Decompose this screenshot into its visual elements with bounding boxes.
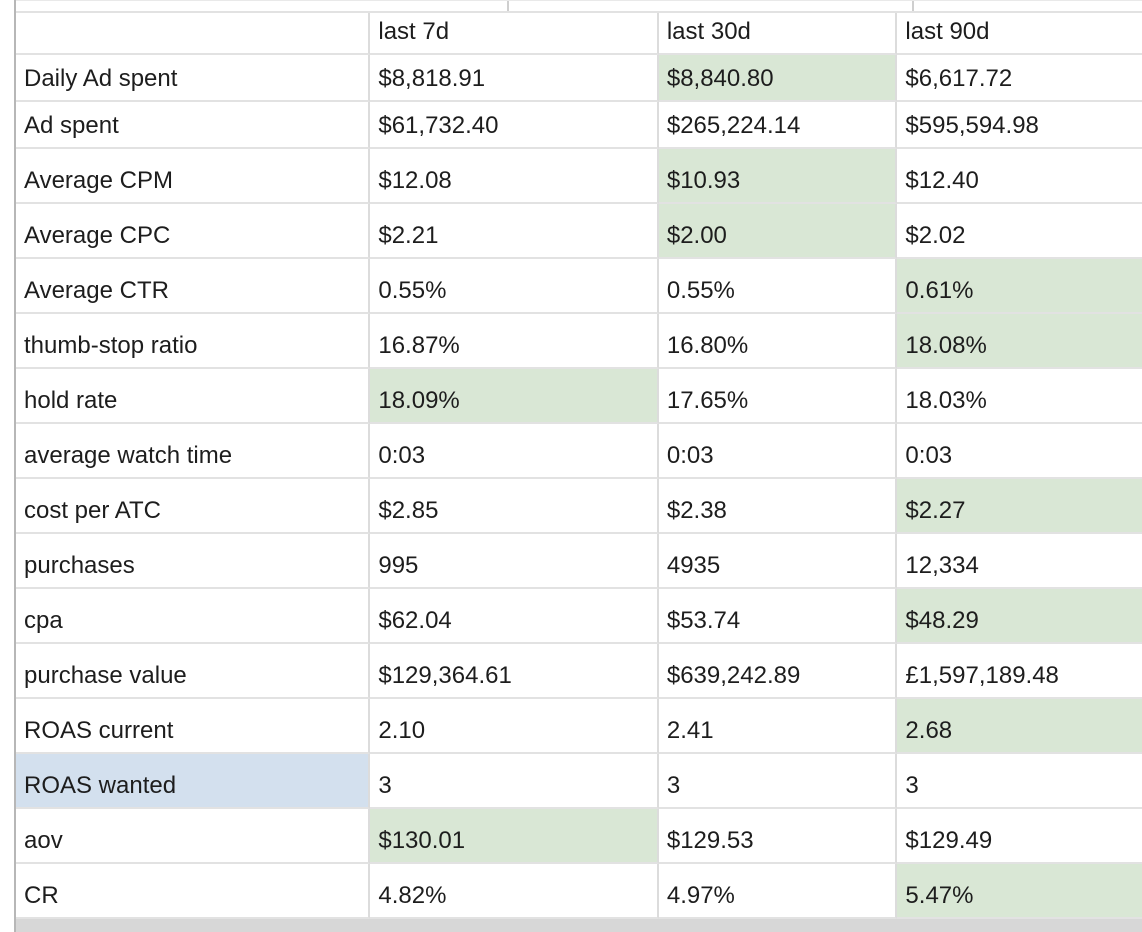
table-row: purchase value $129,364.61 $639,242.89 £1,5… [16, 644, 1142, 699]
metrics-table: last 7d last 30d last 90d Daily Ad spent… [14, 0, 1142, 932]
value-cell[interactable]: £1,597,189.48 [897, 644, 1142, 699]
header-cell-last-90d[interactable]: last 90d [897, 13, 1142, 55]
value-cell[interactable]: $129.53 [658, 809, 898, 864]
table-row: Daily Ad spent $8,818.91 $8,840.80 $6,617.7… [16, 55, 1142, 102]
value-cell[interactable]: $53.74 [658, 589, 898, 644]
value-cell[interactable]: 0.55% [658, 259, 898, 314]
row-label-cell[interactable]: cost per ATC [16, 479, 371, 534]
row-label-cell[interactable]: Average CPM [16, 149, 371, 204]
value-cell[interactable]: 18.08% [897, 314, 1142, 369]
row-label-cell[interactable]: average watch time [16, 424, 371, 479]
value-cell[interactable]: 3 [370, 754, 659, 809]
row-label-cell[interactable]: hold rate [16, 369, 371, 424]
row-label-cell[interactable]: aov [16, 809, 371, 864]
value-cell[interactable]: $2.02 [897, 204, 1142, 259]
row-label-cell[interactable]: cpa [16, 589, 371, 644]
footer-strip [16, 919, 1142, 932]
value-cell[interactable]: 18.09% [370, 369, 659, 424]
row-label-cell[interactable]: Average CTR [16, 259, 371, 314]
value-cell[interactable]: 4935 [658, 534, 898, 589]
value-cell[interactable]: $129.49 [897, 809, 1142, 864]
value-cell[interactable]: $639,242.89 [658, 644, 898, 699]
value-cell[interactable]: $129,364.61 [370, 644, 659, 699]
value-cell[interactable]: $2.21 [370, 204, 659, 259]
value-cell[interactable]: $2.00 [658, 204, 898, 259]
value-cell[interactable]: 4.82% [370, 864, 659, 919]
table-row: Average CPM $12.08 $10.93 $12.40 [16, 149, 1142, 204]
value-cell[interactable]: 0:03 [658, 424, 898, 479]
value-cell[interactable]: $61,732.40 [370, 102, 659, 149]
table-row: ROAS current 2.10 2.41 2.68 [16, 699, 1142, 754]
value-cell[interactable]: $8,818.91 [370, 55, 659, 102]
value-cell[interactable]: $48.29 [897, 589, 1142, 644]
value-cell[interactable]: $8,840.80 [658, 55, 898, 102]
header-cell-last-30d[interactable]: last 30d [658, 13, 898, 55]
value-cell[interactable]: 12,334 [897, 534, 1142, 589]
value-cell[interactable]: $2.85 [370, 479, 659, 534]
table-body: Daily Ad spent $8,818.91 $8,840.80 $6,617.7… [16, 55, 1142, 919]
value-cell[interactable]: 2.10 [370, 699, 659, 754]
row-label-cell[interactable]: thumb-stop ratio [16, 314, 371, 369]
table-row: ROAS wanted 3 3 3 [16, 754, 1142, 809]
row-label-cell[interactable]: Average CPC [16, 204, 371, 259]
value-cell[interactable]: 0:03 [370, 424, 659, 479]
table-row: Average CPC $2.21 $2.00 $2.02 [16, 204, 1142, 259]
row-label-cell[interactable]: CR [16, 864, 371, 919]
partial-row-above-header [16, 0, 1142, 13]
value-cell[interactable]: $12.40 [897, 149, 1142, 204]
value-cell[interactable]: $10.93 [658, 149, 898, 204]
value-cell[interactable]: 17.65% [658, 369, 898, 424]
value-cell[interactable]: $265,224.14 [658, 102, 898, 149]
value-cell[interactable]: 4.97% [658, 864, 898, 919]
value-cell[interactable]: 0:03 [897, 424, 1142, 479]
value-cell[interactable]: 0.61% [897, 259, 1142, 314]
table-row: cpa $62.04 $53.74 $48.29 [16, 589, 1142, 644]
header-cell-last-7d[interactable]: last 7d [370, 13, 659, 55]
row-label-cell[interactable]: ROAS wanted [16, 754, 371, 809]
table-row: cost per ATC $2.85 $2.38 $2.27 [16, 479, 1142, 534]
row-label-cell[interactable]: Daily Ad spent [16, 55, 371, 102]
value-cell[interactable]: $2.38 [658, 479, 898, 534]
gridline-tick [912, 1, 914, 11]
value-cell[interactable]: 16.80% [658, 314, 898, 369]
gridline-tick [507, 1, 509, 11]
table-row: aov $130.01 $129.53 $129.49 [16, 809, 1142, 864]
header-cell-blank[interactable] [16, 13, 371, 55]
value-cell[interactable]: $595,594.98 [897, 102, 1142, 149]
value-cell[interactable]: 2.41 [658, 699, 898, 754]
table-row: purchases 995 4935 12,334 [16, 534, 1142, 589]
value-cell[interactable]: $130.01 [370, 809, 659, 864]
value-cell[interactable]: 0.55% [370, 259, 659, 314]
value-cell[interactable]: 995 [370, 534, 659, 589]
value-cell[interactable]: $12.08 [370, 149, 659, 204]
table-row: thumb-stop ratio 16.87% 16.80% 18.08% [16, 314, 1142, 369]
value-cell[interactable]: 2.68 [897, 699, 1142, 754]
table-row: Average CTR 0.55% 0.55% 0.61% [16, 259, 1142, 314]
row-label-cell[interactable]: ROAS current [16, 699, 371, 754]
value-cell[interactable]: 18.03% [897, 369, 1142, 424]
row-label-cell[interactable]: purchases [16, 534, 371, 589]
value-cell[interactable]: 3 [658, 754, 898, 809]
row-label-cell[interactable]: purchase value [16, 644, 371, 699]
value-cell[interactable]: $2.27 [897, 479, 1142, 534]
value-cell[interactable]: 3 [897, 754, 1142, 809]
value-cell[interactable]: 16.87% [370, 314, 659, 369]
table-row: average watch time 0:03 0:03 0:03 [16, 424, 1142, 479]
value-cell[interactable]: $6,617.72 [897, 55, 1142, 102]
table-row: hold rate 18.09% 17.65% 18.03% [16, 369, 1142, 424]
table-row: Ad spent $61,732.40 $265,224.14 $595,594.98 [16, 102, 1142, 149]
value-cell[interactable]: 5.47% [897, 864, 1142, 919]
value-cell[interactable]: $62.04 [370, 589, 659, 644]
table-row: CR 4.82% 4.97% 5.47% [16, 864, 1142, 919]
row-label-cell[interactable]: Ad spent [16, 102, 371, 149]
header-row: last 7d last 30d last 90d [16, 13, 1142, 55]
